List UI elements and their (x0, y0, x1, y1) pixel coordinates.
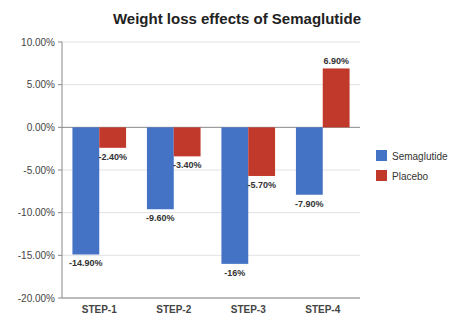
grid-line (62, 298, 360, 299)
bars (72, 68, 349, 263)
grid-line (62, 84, 360, 85)
tick-mark (58, 298, 62, 299)
category-label: STEP-1 (82, 304, 117, 315)
tick-label: -15.00% (18, 250, 55, 261)
data-label: -16% (224, 268, 245, 278)
data-label: -7.90% (295, 199, 324, 209)
tick-mark (58, 127, 62, 128)
legend-label: Semaglutide (392, 151, 448, 162)
bar (248, 127, 275, 176)
bar (296, 127, 323, 194)
data-label: -14.90% (69, 258, 103, 268)
bar (147, 127, 174, 209)
bar (72, 127, 99, 254)
y-axis-line (62, 42, 63, 298)
tick-label: 5.00% (27, 79, 55, 90)
data-label: 6.90% (323, 56, 349, 66)
data-label: -3.40% (173, 160, 202, 170)
legend-label: Placebo (392, 171, 429, 182)
bar (174, 127, 201, 156)
data-label: -9.60% (146, 213, 175, 223)
bar (323, 68, 350, 127)
bar (99, 127, 126, 147)
tick-label: -10.00% (18, 207, 55, 218)
x-axis-line (62, 298, 360, 299)
category-label: STEP-4 (305, 304, 340, 315)
tick-mark (58, 170, 62, 171)
legend-swatch (376, 170, 387, 181)
tick-mark (58, 212, 62, 213)
grid-line (62, 255, 360, 256)
tick-label: -5.00% (23, 165, 55, 176)
bar (221, 127, 248, 264)
tick-label: 10.00% (21, 37, 55, 48)
grid-line (62, 42, 360, 43)
legend: Semaglutide Placebo (376, 150, 448, 182)
category-label: STEP-2 (156, 304, 191, 315)
category-label: STEP-3 (231, 304, 266, 315)
chart: Weight loss effects of Semaglutide -20.00… (0, 0, 474, 336)
tick-mark (58, 42, 62, 43)
title: Weight loss effects of Semaglutide (113, 10, 361, 27)
tick-label: -20.00% (18, 293, 55, 304)
data-labels: -14.90% -9.60% -16% -7.90% -2.40% -3.40% -5.70… (69, 56, 349, 277)
tick-mark (58, 255, 62, 256)
tick-mark (58, 84, 62, 85)
data-label: -2.40% (98, 152, 127, 162)
data-label: -5.70% (247, 180, 276, 190)
legend-swatch (376, 150, 387, 161)
tick-label: 0.00% (27, 122, 55, 133)
grid-line (62, 212, 360, 213)
